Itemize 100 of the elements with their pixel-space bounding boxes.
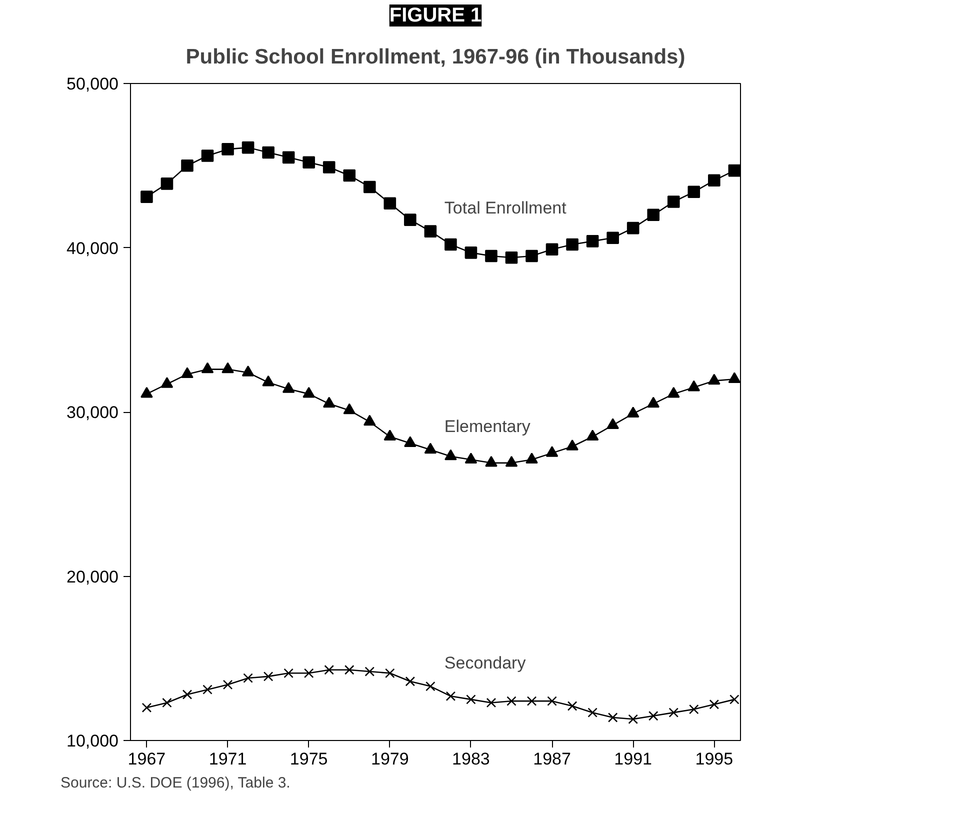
point [262,146,274,159]
x-tick-label: 1967 [128,750,166,768]
point [344,664,354,675]
point [505,251,518,264]
point [688,186,700,198]
point [667,386,680,398]
x-tick-label: 1983 [452,750,490,768]
point [526,696,537,706]
x-tick-label: 1979 [370,750,409,768]
point [263,672,274,682]
point [444,238,457,251]
point [322,396,336,408]
point [202,684,212,694]
point [444,449,457,460]
series-label: Elementary [444,416,531,436]
point [343,403,356,414]
point [566,439,578,450]
point [566,238,578,251]
point [242,366,254,376]
point [182,690,192,700]
point [302,386,315,398]
point [606,232,619,244]
series-label: Total Enrollment [444,198,567,218]
point [586,430,599,440]
point [262,375,274,386]
point [343,169,356,182]
point [506,696,516,706]
point [222,143,234,156]
point [304,668,314,678]
x-tick-label: 1995 [695,750,734,768]
point [364,666,375,676]
point [728,372,740,383]
point [322,161,336,174]
point [404,214,416,226]
point [140,190,153,203]
point [282,382,295,393]
point [667,196,680,208]
point [424,225,437,238]
point [688,380,700,392]
point [486,698,496,708]
point [405,676,416,686]
point [363,180,376,194]
point [485,456,498,467]
y-tick-label: 10,000 [66,732,119,750]
point [242,141,254,154]
point [464,246,478,259]
y-tick-label: 20,000 [66,567,119,586]
series-label: Secondary [444,653,526,672]
y-tick-label: 30,000 [66,403,119,422]
point [140,386,153,398]
point [201,150,214,162]
point [181,159,194,172]
point [284,668,294,678]
point [426,681,436,692]
point [688,704,699,714]
point [668,708,679,718]
x-tick-label: 1975 [290,750,328,768]
point [626,222,640,234]
point [424,442,437,454]
point [608,712,618,722]
point [628,714,638,724]
point [606,418,619,429]
point [526,250,538,262]
point [588,708,598,718]
point [162,698,172,708]
point [222,680,233,690]
point [363,414,376,426]
point [586,235,599,248]
point [384,197,396,210]
point [647,208,660,222]
chart-title: FIGURE 1 [389,4,482,26]
x-tick-label: 1991 [614,750,652,768]
point [302,156,315,168]
point [546,243,558,256]
point [485,250,498,262]
point [505,456,518,467]
point [708,374,720,385]
point [160,178,174,190]
point [647,396,660,408]
point [243,673,253,683]
point [201,362,214,374]
point [567,701,578,711]
point [730,694,740,704]
point [324,664,334,675]
point [464,452,478,464]
source-note: Source: U.S. DOE (1996), Table 3. [60,774,290,792]
point [546,446,558,457]
x-tick-label: 1971 [208,750,247,768]
point [282,151,295,164]
point [142,702,152,713]
point [181,367,194,378]
point [385,668,395,678]
chart-subtitle: Public School Enrollment, 1967-96 (in Thousands) [186,46,686,68]
x-tick-label: 1987 [533,750,571,768]
point [648,710,658,721]
point [404,436,416,448]
point [709,699,720,710]
point [626,406,640,418]
point [160,377,174,388]
point [384,430,396,440]
